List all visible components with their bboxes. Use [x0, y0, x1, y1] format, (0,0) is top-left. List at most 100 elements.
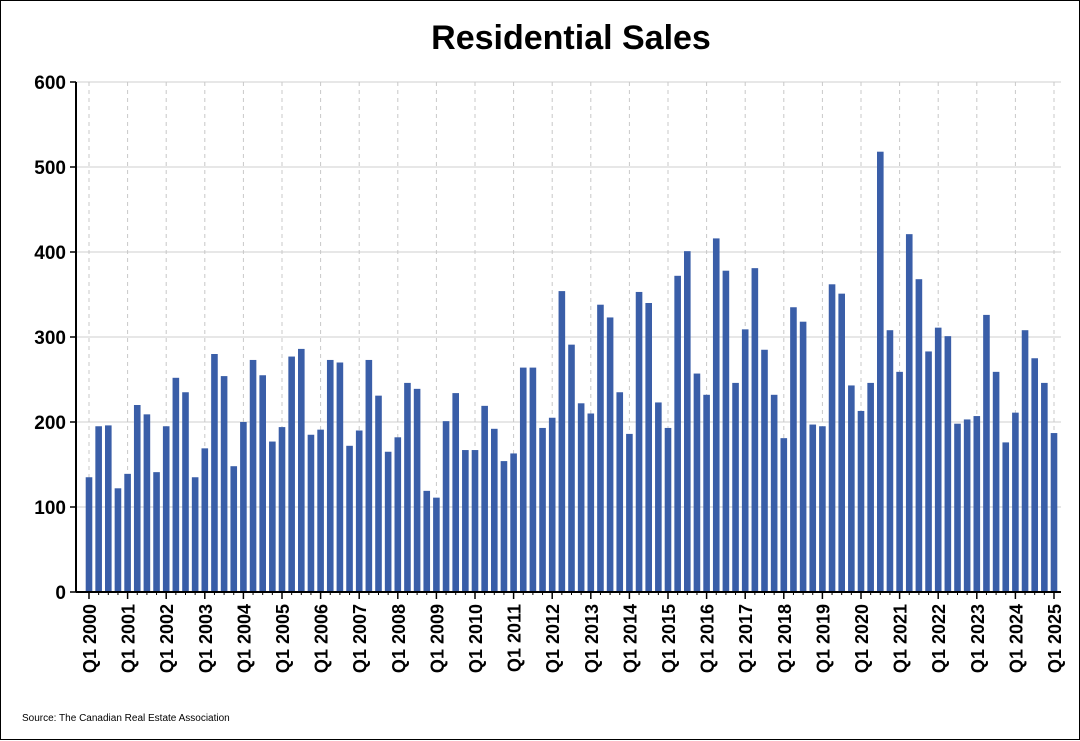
bar — [317, 429, 324, 592]
bar — [201, 448, 209, 592]
bar — [925, 351, 932, 592]
bar — [153, 472, 160, 592]
bar — [365, 359, 373, 592]
bar — [954, 423, 961, 592]
bar — [355, 430, 363, 592]
bar — [983, 314, 990, 592]
source-note: Source: The Canadian Real Estate Associa… — [22, 713, 230, 724]
bar — [712, 238, 720, 592]
bar — [1050, 433, 1058, 592]
x-tick-label: Q1 2022 — [929, 604, 949, 673]
x-tick-label: Q1 2000 — [80, 604, 100, 673]
bar — [780, 438, 788, 592]
bar — [905, 234, 913, 592]
bar — [529, 367, 537, 592]
bar — [626, 433, 633, 592]
bar — [1002, 442, 1010, 592]
bar — [423, 490, 431, 592]
x-tick-label: Q1 2006 — [312, 604, 332, 673]
bar — [114, 488, 122, 592]
x-tick-label: Q1 2023 — [968, 604, 988, 673]
bar — [1012, 412, 1019, 592]
bar — [577, 403, 585, 592]
bar — [693, 373, 701, 592]
bar — [934, 327, 942, 592]
bar — [249, 359, 257, 592]
bar — [519, 367, 527, 592]
bar — [732, 382, 739, 592]
bar — [684, 251, 691, 592]
bar — [191, 477, 199, 592]
bar — [105, 425, 112, 592]
x-tick-label: Q1 2021 — [891, 604, 911, 673]
bar — [857, 410, 865, 592]
bar — [259, 375, 266, 592]
bar — [326, 359, 334, 592]
x-tick-label: Q1 2007 — [350, 604, 370, 673]
x-tick-label: Q1 2002 — [157, 604, 177, 673]
x-tick-label: Q1 2014 — [620, 604, 640, 673]
y-tick-label: 400 — [34, 243, 66, 264]
bar — [278, 427, 286, 592]
bar — [703, 394, 710, 592]
y-axis-ticks: 0 100 200 300 400 500 600 — [34, 73, 76, 604]
x-tick-label: Q1 2017 — [736, 604, 756, 673]
x-tick-label: Q1 2008 — [389, 604, 409, 673]
bar — [452, 393, 459, 592]
x-tick-label: Q1 2005 — [273, 604, 293, 673]
bar — [143, 414, 151, 592]
bars — [85, 151, 1058, 592]
bar — [298, 348, 305, 592]
bar — [635, 291, 643, 592]
bar — [558, 291, 566, 592]
x-tick-label: Q1 2019 — [813, 604, 833, 673]
x-tick-label: Q1 2012 — [543, 604, 563, 673]
x-tick-label: Q1 2004 — [234, 604, 254, 673]
bar — [85, 477, 93, 592]
bar — [375, 395, 382, 592]
x-tick-label: Q1 2025 — [1045, 604, 1065, 673]
bar — [741, 329, 749, 592]
bar — [269, 441, 276, 592]
bar — [799, 321, 807, 592]
bar — [655, 402, 662, 592]
bar — [751, 268, 759, 592]
bar — [963, 419, 971, 592]
bar — [992, 371, 1000, 592]
bar — [404, 382, 411, 592]
bar — [413, 388, 421, 592]
x-axis-ticks: Q1 2000 Q1 2001 Q1 2002 Q1 2003 Q1 2004 Q1 20… — [80, 592, 1065, 673]
bar — [1021, 330, 1029, 592]
bar — [95, 426, 102, 592]
x-tick-label: Q1 2001 — [119, 604, 139, 673]
bar — [674, 275, 681, 592]
bar — [491, 428, 498, 592]
y-tick-label: 100 — [34, 498, 66, 519]
y-tick-label: 600 — [34, 73, 66, 94]
bar — [548, 417, 556, 592]
bar — [462, 450, 469, 592]
x-tick-label: Q1 2024 — [1006, 604, 1026, 673]
bar — [500, 461, 508, 592]
bar — [886, 330, 894, 592]
bar — [211, 354, 218, 592]
y-tick-label: 300 — [34, 328, 66, 349]
bar — [809, 424, 817, 592]
x-tick-label: Q1 2016 — [698, 604, 718, 673]
x-tick-label: Q1 2020 — [852, 604, 872, 673]
bar — [230, 466, 238, 592]
bar — [182, 392, 189, 592]
bar — [568, 344, 575, 592]
bar — [973, 416, 981, 592]
bar — [510, 453, 517, 592]
bar — [1041, 382, 1048, 592]
bar — [172, 377, 180, 592]
y-tick-label: 0 — [55, 583, 66, 604]
bar — [819, 426, 826, 592]
x-tick-label: Q1 2015 — [659, 604, 679, 673]
x-tick-label: Q1 2011 — [505, 604, 525, 672]
bar — [722, 270, 730, 592]
bar — [394, 437, 402, 592]
